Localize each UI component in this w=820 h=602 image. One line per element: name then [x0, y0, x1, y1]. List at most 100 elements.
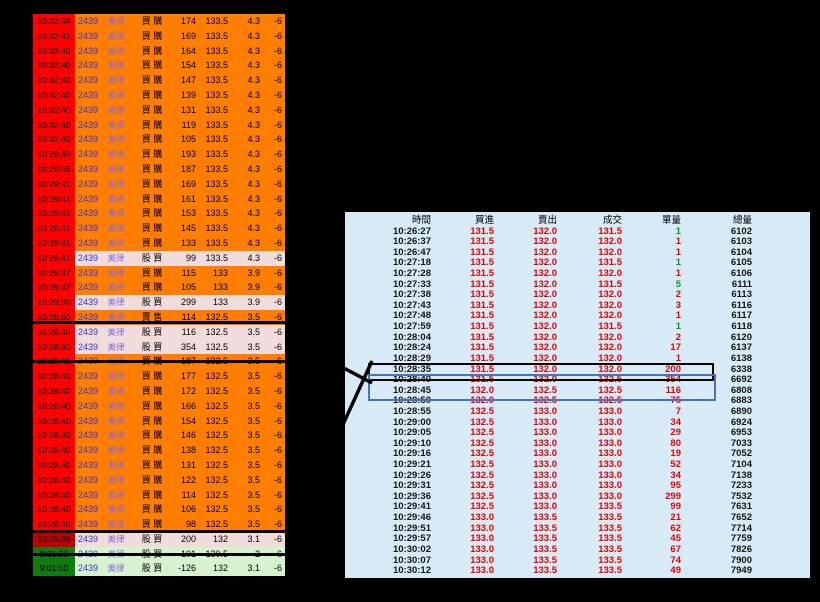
tick-row[interactable]: 10:27:43 131.5 132.0 132.0 3 6116 — [345, 300, 810, 312]
trade-change: 3.9 — [247, 297, 260, 308]
trade-log-row[interactable]: 10:32:44 2439 美律 買 購 174 133.5 4.3 -6 — [33, 14, 285, 29]
tick-row[interactable]: 10:29:05 132.5 133.0 133.0 29 6953 — [345, 428, 810, 439]
trade-qty: 154 — [180, 60, 196, 71]
trade-price: 132.5 — [205, 311, 228, 322]
tick-row[interactable]: 10:27:28 131.5 132.0 132.0 1 6106 — [345, 268, 810, 280]
trade-type: 買 購 — [141, 385, 163, 396]
tick-vol: 1 — [675, 352, 681, 364]
trade-log-row[interactable]: 10:29:49 2439 美律 買 購 193 133.5 4.3 -6 — [33, 147, 285, 162]
trade-log-row[interactable]: 10:29:45 2439 美律 買 購 187 133.5 4.3 -6 — [33, 161, 285, 177]
tick-row[interactable]: 10:29:51 133.0 133.5 133.5 62 7714 — [345, 522, 810, 535]
trade-log-row[interactable]: 10:32:42 2439 美律 買 購 169 133.5 4.3 -6 — [33, 28, 285, 44]
trade-log-row[interactable]: 10:29:41 2439 美律 買 購 153 133.5 4.3 -6 — [33, 206, 285, 222]
tick-row[interactable]: 10:26:37 131.5 132.0 132.0 1 6103 — [345, 237, 810, 248]
tick-row[interactable]: 10:28:45 132.0 132.5 132.5 116 6808 — [345, 384, 810, 397]
trade-extra: -6 — [273, 430, 282, 441]
col-header-vol: 單量 — [661, 215, 681, 226]
trade-log-row[interactable]: 10:28:50 2439 美律 賣 售 114 132.5 3.5 -6 — [33, 309, 285, 325]
trade-log-row[interactable]: 10:28:40 2439 美律 買 購 114 132.5 3.5 -6 — [33, 487, 285, 503]
tick-row[interactable]: 10:27:59 131.5 132.0 131.5 1 6118 — [345, 321, 810, 333]
trade-log-row[interactable]: 10:29:36 2439 美律 股 買 299 133 3.9 -6 — [33, 295, 285, 310]
trade-log-row[interactable]: 10:28:45 2439 美律 股 買 116 132.5 3.5 -6 — [33, 324, 285, 340]
tick-row[interactable]: 10:26:27 131.5 132.0 131.5 1 6102 — [345, 225, 810, 238]
tick-row[interactable]: 10:28:24 131.5 132.0 132.0 17 6137 — [345, 343, 810, 354]
tick-row[interactable]: 10:29:21 132.5 133.0 133.0 52 7104 — [345, 459, 810, 471]
tick-row[interactable]: 10:29:41 132.5 133.0 133.5 99 7631 — [345, 502, 810, 513]
tick-ask: 133.0 — [533, 480, 557, 492]
tick-row[interactable]: 10:27:18 131.5 132.0 131.5 1 6105 — [345, 258, 810, 269]
tick-bid: 133.0 — [470, 522, 494, 534]
tick-deal: 131.5 — [598, 321, 622, 333]
trade-log-row[interactable]: 10:29:41 2439 美律 買 購 145 133.5 4.3 -6 — [33, 221, 285, 236]
trade-qty: 166 — [180, 400, 196, 411]
tick-vol: 62 — [670, 522, 681, 534]
trade-log-row[interactable]: 10:28:40 2439 美律 買 購 98 132.5 3.5 -6 — [33, 517, 285, 532]
trade-log-row[interactable]: 10:28:40 2439 美律 買 購 177 132.5 3.5 -6 — [33, 369, 285, 384]
tick-row[interactable]: 10:27:38 131.5 132.0 132.0 2 6113 — [345, 290, 810, 301]
trade-log-row[interactable]: 10:28:40 2439 美律 買 購 131 132.5 3.5 -6 — [33, 457, 285, 473]
trade-change: 2 — [254, 548, 260, 559]
trade-type: 買 購 — [141, 149, 163, 160]
tick-row[interactable]: 10:28:35 131.5 132.0 132.0 200 6338 — [345, 364, 810, 376]
stock-code: 2439 — [77, 341, 99, 352]
tick-row[interactable]: 10:26:47 131.5 132.0 132.0 1 6104 — [345, 247, 810, 259]
trade-type: 買 購 — [141, 445, 163, 456]
trade-log-row[interactable]: 10:32:40 2439 美律 買 購 105 133.5 4.3 -6 — [33, 132, 285, 148]
trade-log-row[interactable]: 10:29:41 2439 美律 股 買 99 133.5 4.3 -6 — [33, 250, 285, 266]
tick-row[interactable]: 10:28:29 131.5 132.0 132.0 1 6138 — [345, 352, 810, 365]
trade-log-row[interactable]: 10:32:40 2439 美律 買 購 154 133.5 4.3 -6 — [33, 58, 285, 74]
trade-qty: 138 — [180, 445, 196, 456]
trade-log-row[interactable]: 10:28:40 2439 美律 買 購 122 132.5 3.5 -6 — [33, 472, 285, 488]
col-header-total: 總量 — [732, 215, 752, 226]
tick-row[interactable]: 10:29:00 132.5 133.0 133.0 34 6924 — [345, 417, 810, 429]
tick-row[interactable]: 10:29:31 132.5 133.0 133.0 95 7233 — [345, 481, 810, 492]
trade-time: 10:32:40 — [33, 43, 75, 59]
trade-log-row[interactable]: 9:31:31 2439 美律 股 買 -101 130.5 2 -6 — [33, 546, 285, 562]
tick-vol: 99 — [670, 501, 681, 513]
trade-log-row[interactable]: 10:28:40 2439 美律 買 購 172 132.5 3.5 -6 — [33, 383, 285, 399]
trade-log-row[interactable]: 10:29:41 2439 美律 買 購 161 133.5 4.3 -6 — [33, 191, 285, 207]
trade-log-row[interactable]: 10:28:40 2439 美律 買 購 106 132.5 3.5 -6 — [33, 502, 285, 518]
tick-row[interactable]: 10:29:36 132.5 133.0 133.0 299 7532 — [345, 491, 810, 503]
tick-row[interactable]: 10:30:02 133.0 133.5 133.5 67 7826 — [345, 543, 810, 556]
trade-qty: 119 — [181, 119, 196, 130]
trade-log-row[interactable]: 10:28:40 2439 美律 買 購 138 132.5 3.5 -6 — [33, 443, 285, 458]
trade-log-row[interactable]: 10:28:40 2439 美律 買 購 166 132.5 3.5 -6 — [33, 398, 285, 414]
tick-row[interactable]: 10:27:48 131.5 132.0 132.0 1 6117 — [345, 311, 810, 322]
trade-price: 132.5 — [205, 459, 228, 470]
trade-log-row[interactable]: 10:28:40 2439 美律 股 買 354 132.5 3.5 -6 — [33, 339, 285, 355]
tick-row[interactable]: 10:29:16 132.5 133.0 133.0 19 7052 — [345, 449, 810, 460]
tick-time: 10:29:26 — [392, 469, 431, 481]
tick-row[interactable]: 10:27:33 131.5 132.0 131.5 5 6111 — [345, 279, 810, 291]
tick-row[interactable]: 10:30:07 133.0 133.5 133.5 74 7900 — [345, 555, 810, 567]
trade-log-row[interactable]: 10:32:40 2439 美律 買 購 131 133.5 4.3 -6 — [33, 102, 285, 118]
trade-change: 4.3 — [247, 75, 260, 86]
tick-row[interactable]: 10:30:12 133.0 133.5 133.5 49 7949 — [345, 565, 810, 577]
tick-bid: 131.5 — [470, 331, 494, 343]
trade-log-row[interactable]: 10:28:40 2439 美律 買 購 146 132.5 3.5 -6 — [33, 428, 285, 444]
trade-log-row[interactable]: 10:32:40 2439 美律 買 購 164 133.5 4.3 -6 — [33, 43, 285, 59]
tick-row[interactable]: 10:29:10 132.5 133.0 133.0 80 7033 — [345, 438, 810, 450]
trade-log-row[interactable]: 10:32:40 2439 美律 買 購 139 133.5 4.3 -6 — [33, 87, 285, 103]
stock-name: 美律 — [107, 60, 125, 71]
tick-row[interactable]: 10:28:55 132.5 133.0 133.0 7 6890 — [345, 406, 810, 418]
trade-log-row[interactable]: 10:29:41 2439 美律 買 購 133 133.5 4.3 -6 — [33, 235, 285, 251]
trade-log-row[interactable]: 10:32:40 2439 美律 買 購 147 133.5 4.3 -6 — [33, 73, 285, 88]
trade-price: 133.5 — [205, 75, 228, 86]
trade-log-row[interactable]: 10:32:40 2439 美律 買 購 119 133.5 4.3 -6 — [33, 117, 285, 133]
trade-log-row[interactable]: 10:29:37 2439 美律 買 購 105 133 3.9 -6 — [33, 280, 285, 296]
tick-vol: 1 — [675, 225, 681, 237]
trade-log-row[interactable]: 10:28:40 2439 美律 買 購 187 132.5 3.5 -6 — [33, 354, 285, 370]
trade-log-row[interactable]: 10:28:35 2439 美律 股 買 200 132 3.1 -6 — [33, 531, 285, 547]
tick-row[interactable]: 10:28:04 131.5 132.0 132.0 2 6120 — [345, 331, 810, 344]
trade-log-row[interactable]: 10:28:40 2439 美律 買 購 154 132.5 3.5 -6 — [33, 413, 285, 429]
trade-log-row[interactable]: 10:29:41 2439 美律 買 購 169 133.5 4.3 -6 — [33, 176, 285, 192]
tick-total: 7826 — [730, 543, 752, 555]
tick-row[interactable]: 10:29:46 133.0 133.5 133.5 21 7652 — [345, 512, 810, 524]
trade-log-row[interactable]: 9:01:50 2439 美律 股 買 -126 132 3.1 -6 — [33, 561, 285, 577]
trade-log-row[interactable]: 10:29:37 2439 美律 買 購 115 133 3.9 -6 — [33, 265, 285, 281]
tick-row[interactable]: 10:29:57 133.0 133.5 133.5 45 7759 — [345, 534, 810, 545]
tick-row[interactable]: 10:29:26 132.5 133.0 133.0 34 7138 — [345, 469, 810, 482]
tick-vol: 116 — [665, 384, 681, 396]
tick-time: 10:29:16 — [392, 448, 431, 460]
